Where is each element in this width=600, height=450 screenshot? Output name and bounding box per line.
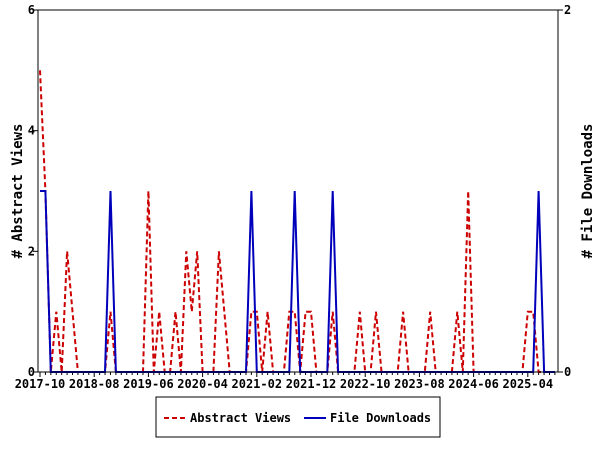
y-tick-label: 4 (28, 124, 35, 138)
y-axis-label: # Abstract Views (10, 124, 26, 259)
y-tick-label: 2 (28, 244, 35, 258)
x-tick-label: 2025-04 (503, 377, 554, 391)
x-tick-label: 2021-12 (286, 377, 337, 391)
x-tick-label: 2018-08 (69, 377, 120, 391)
y2-axis-label: # File Downloads (580, 124, 596, 259)
y2-tick-label: 0 (564, 365, 571, 379)
x-tick-label: 2024-06 (448, 377, 499, 391)
plot-frame (37, 9, 559, 373)
legend-box (155, 396, 441, 438)
x-tick-label: 2020-04 (177, 377, 228, 391)
y2-tick-label: 2 (564, 3, 571, 17)
legend: Abstract Views File Downloads (155, 396, 441, 438)
y-tick-label: 0 (28, 365, 35, 379)
legend-label-file-downloads: File Downloads (330, 411, 431, 425)
x-tick-label: 2019-06 (123, 377, 174, 391)
y-tick-label: 6 (28, 3, 35, 17)
series-line-abstract-views (39, 70, 555, 373)
x-tick-label: 2017-10 (15, 377, 66, 391)
x-tick-label: 2023-08 (394, 377, 445, 391)
x-tick-label: 2022-10 (340, 377, 391, 391)
x-tick-label: 2021-02 (232, 377, 283, 391)
series-line-file-downloads (40, 190, 555, 373)
legend-label-abstract-views: Abstract Views (190, 411, 291, 425)
